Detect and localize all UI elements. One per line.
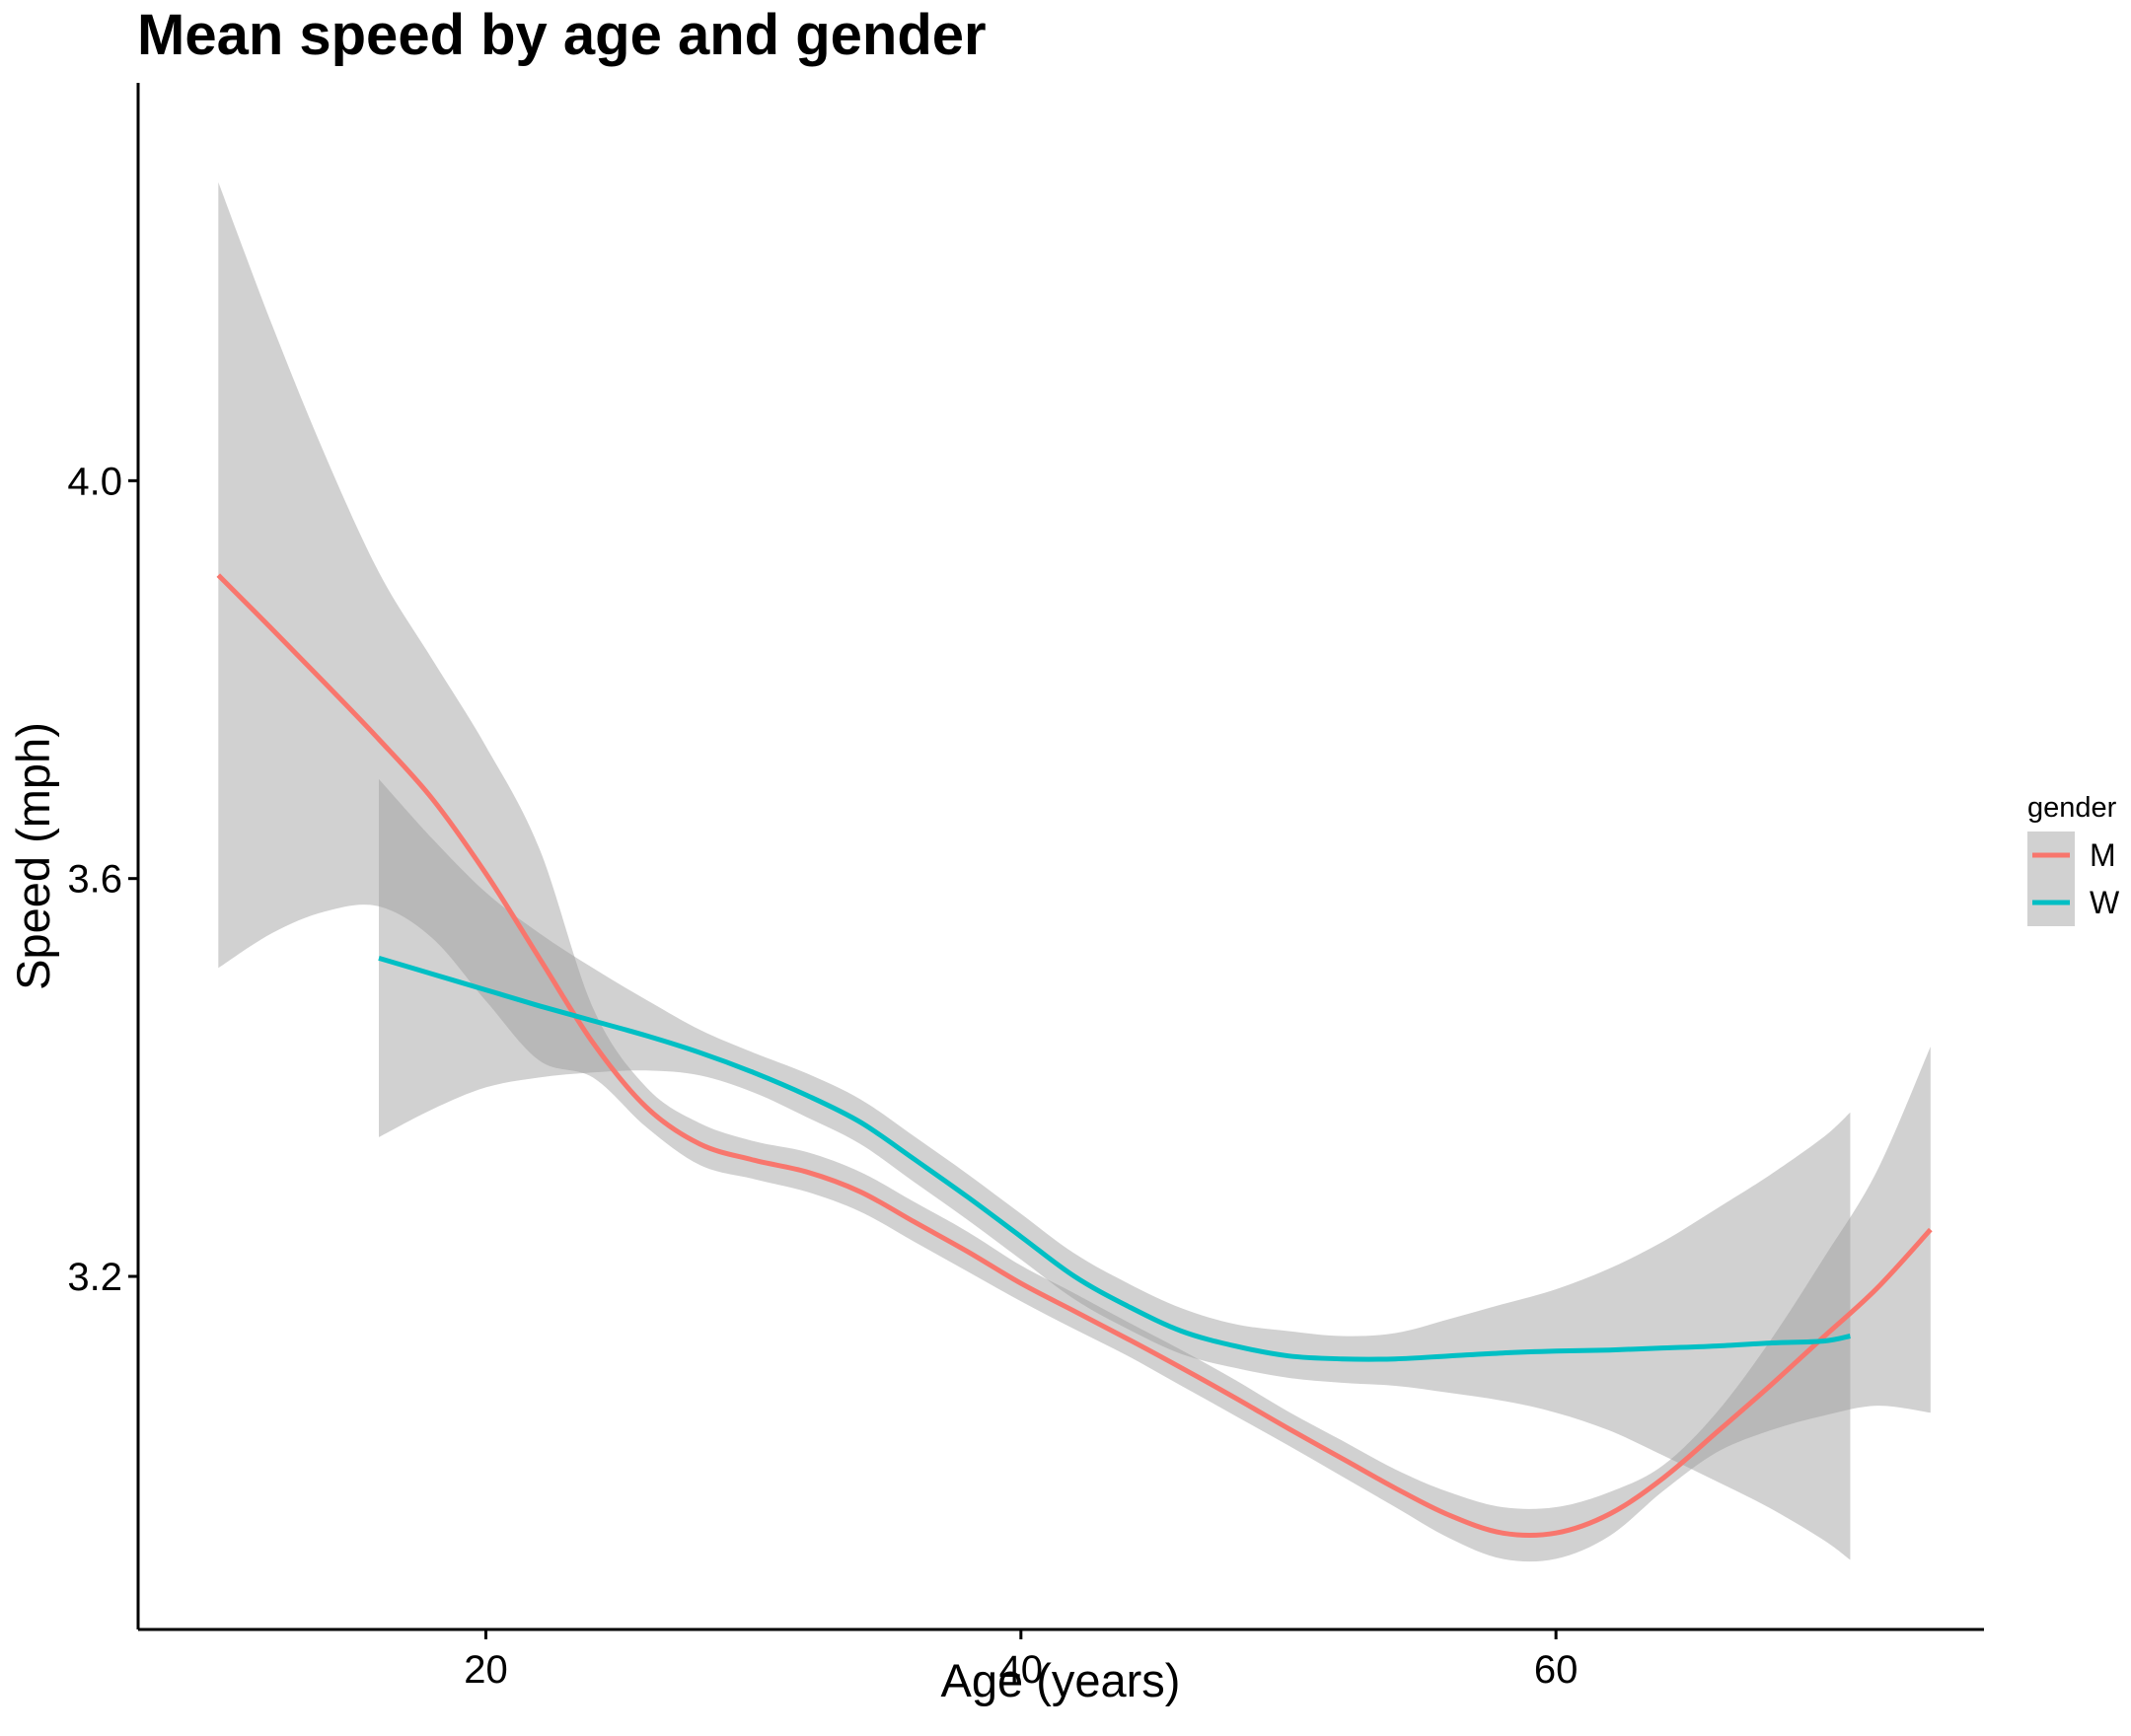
chart-title: Mean speed by age and gender [137, 3, 987, 67]
x-tick-label: 60 [1534, 1648, 1579, 1692]
ribbon-M [218, 181, 1931, 1562]
x-tick-label: 20 [464, 1648, 508, 1692]
y-tick-label: 3.2 [67, 1256, 122, 1299]
legend-label-W: W [2090, 885, 2120, 920]
legend-label-M: M [2090, 837, 2116, 873]
line-W [378, 955, 1851, 1362]
ribbon-W [379, 778, 1851, 1560]
line-M [216, 573, 1933, 1539]
series-lines [216, 573, 1933, 1539]
y-tick-label: 3.6 [67, 858, 122, 902]
axes [136, 83, 1984, 1631]
y-tick-label: 4.0 [67, 460, 122, 503]
legend-title: gender [2027, 792, 2117, 824]
legend: gender MW [2027, 792, 2120, 926]
x-tick-label: 40 [999, 1648, 1044, 1692]
confidence-ribbons [218, 181, 1931, 1562]
y-axis-title: Speed (mph) [7, 722, 59, 990]
x-axis-title: Age (years) [941, 1654, 1181, 1706]
axis-ticks: 20 40 60 3.2 3.6 4.0 [67, 460, 1578, 1692]
